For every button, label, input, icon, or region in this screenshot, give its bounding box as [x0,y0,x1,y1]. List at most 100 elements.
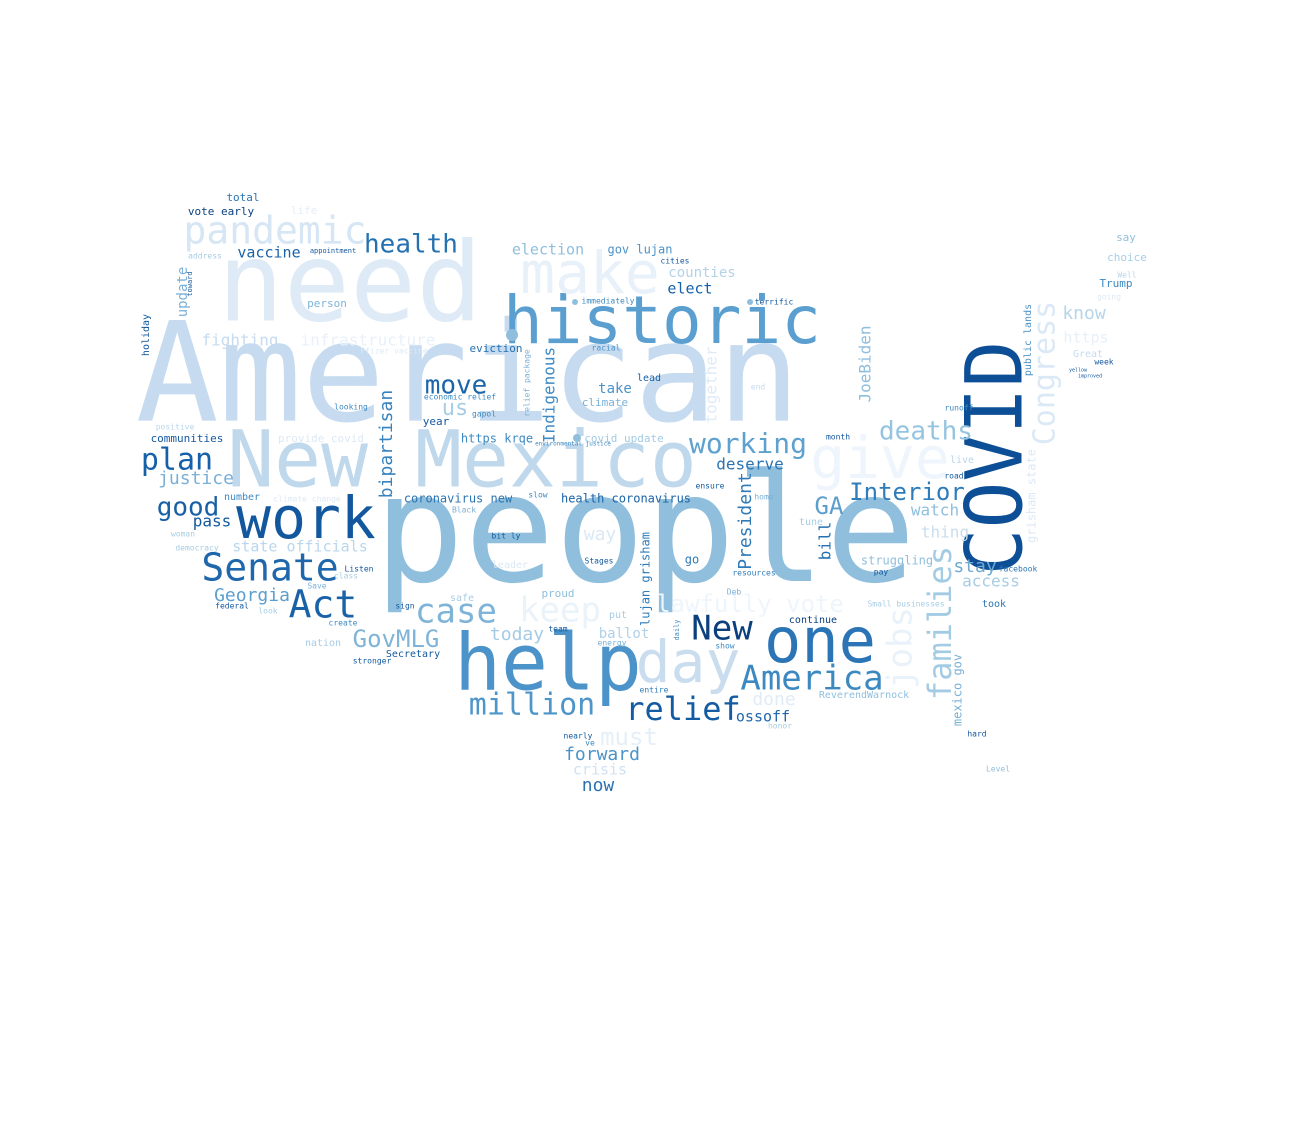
word-75: eviction [470,342,523,355]
word-99: hard [967,730,986,739]
word-32: must [600,723,658,751]
word-154: daily [673,619,681,640]
word-83: total [226,191,259,204]
word-9: give [810,424,950,492]
word-39: Georgia [214,585,290,606]
word-52: thing [921,523,969,542]
word-160: yellow [1069,368,1088,374]
word-124: Save [307,582,326,591]
word-70: ossoff [736,708,790,726]
word-25: deaths [879,417,973,447]
word-21: million [469,688,595,723]
word-49: stay [953,556,997,577]
word-147: live [950,455,974,466]
word-132: immediately [582,297,635,306]
word-80: grisham state [1025,449,1039,543]
word-121: energy [598,639,627,648]
word-16: Act [289,583,358,627]
word-8: one [764,604,876,677]
word-66: take [598,381,632,397]
word-29: good [157,493,220,523]
word-0: people [374,443,916,617]
word-84: life [291,204,318,217]
word-50: access [962,572,1020,591]
word-72: lujan grisham [639,532,653,626]
word-137: address [188,252,222,261]
word-88: lead [637,373,661,384]
word-116: home [754,493,773,502]
word-3: New Mexico [227,415,697,505]
word-59: infrastructure [301,331,436,350]
word-138: toward [186,271,194,296]
word-36: bipartisan [376,390,397,498]
word-149: Great [1073,349,1103,360]
word-40: us [442,396,469,421]
word-87: year [423,415,450,428]
word-19: America [740,659,883,699]
word-91: choice [1107,251,1147,264]
word-14: Congress [1028,301,1063,446]
word-145: month [826,433,850,442]
word-103: safe [450,593,474,604]
word-114: facebook [999,565,1038,574]
word-119: nearly [564,732,593,741]
word-51: watch [911,501,959,520]
word-155: relief package [523,349,532,417]
word-156: environmental justice [535,441,611,448]
word-23: keep [519,591,601,631]
word-120: team [548,625,567,634]
word-159: ve [585,739,595,748]
word-63: gov lujan [607,243,672,257]
word-2: need [218,218,483,346]
word-97: runoff [945,404,974,413]
word-113: pay [874,568,889,577]
word-41: justice [158,468,234,489]
word-74: https [1063,329,1108,347]
word-47: done [752,689,795,710]
word-34: GA [815,492,844,520]
word-95: continue [789,615,837,626]
word-131: looking [334,403,368,412]
word-28: health [364,230,458,260]
word-89: Trump [1099,277,1132,290]
word-17: case [415,592,497,632]
word-78: communities [151,432,224,445]
word-144: Small businesses [867,600,944,609]
word-134: racial [592,344,621,353]
word-108: nation [305,638,341,649]
word-107: stronger [353,657,392,666]
word-106: federal [215,602,249,611]
word-100: Level [986,765,1010,774]
word-128: woman [171,530,195,539]
word-118: entire [640,686,669,695]
word-161: improved [1078,374,1102,380]
word-57: update [175,267,191,318]
word-142: Black [452,506,476,515]
word-69: health coronavirus [561,492,691,506]
word-18: New [691,609,753,649]
word-126: create [329,619,358,628]
word-10: work [236,484,376,552]
word-127: democracy [175,544,219,553]
word-48: know [1062,303,1106,324]
word-115: ensure [696,482,725,491]
word-26: working [689,427,807,460]
word-111: resources [732,569,776,578]
word-37: Indigenous [540,347,559,443]
word-22: jobs [881,607,921,689]
word-146: road [944,472,963,481]
word-71: ballot [599,626,650,642]
word-11: day [636,628,741,696]
word-102: put [609,610,627,621]
word-64: counties [668,265,735,281]
word-43: today [490,624,544,645]
word-56: vaccine [237,244,300,262]
dot-mark-2 [573,434,581,442]
word-109: leader [492,560,528,571]
word-35: forward [564,744,640,765]
word-44: way [584,524,617,545]
word-68: coronavirus new [404,492,513,506]
word-82: vote early [188,205,255,218]
word-13: pandemic [183,209,366,253]
dot-mark-1 [747,299,753,305]
